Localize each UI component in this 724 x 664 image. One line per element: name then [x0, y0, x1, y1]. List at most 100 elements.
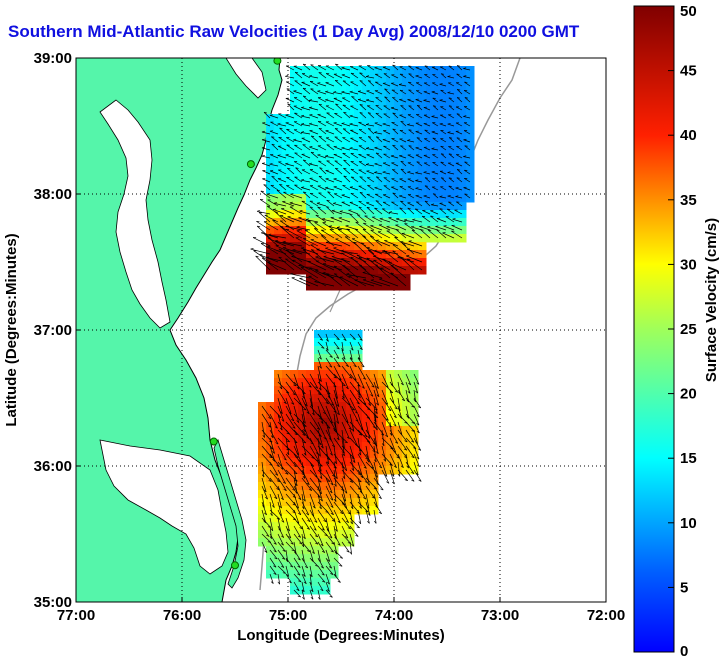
- velocity-cell: [346, 242, 355, 251]
- velocity-cell: [370, 98, 379, 107]
- velocity-cell: [442, 130, 451, 139]
- velocity-cell: [306, 138, 315, 147]
- velocity-cell: [362, 66, 371, 75]
- velocity-cell: [370, 202, 379, 211]
- velocity-cell: [418, 170, 427, 179]
- velocity-cell: [354, 266, 363, 275]
- velocity-cell: [394, 138, 403, 147]
- velocity-cell: [354, 154, 363, 163]
- y-axis-label: Latitude (Degrees:Minutes): [3, 233, 20, 426]
- velocity-cell: [330, 146, 339, 155]
- velocity-cell: [298, 162, 307, 171]
- velocity-cell: [450, 98, 459, 107]
- velocity-cell: [298, 178, 307, 187]
- velocity-cell: [306, 210, 315, 219]
- velocity-cell: [282, 234, 291, 243]
- velocity-cell: [346, 74, 355, 83]
- velocity-cell: [418, 98, 427, 107]
- velocity-cell: [466, 122, 475, 131]
- x-tick-label: 75:00: [269, 607, 307, 624]
- colorbar-tick-label: 15: [680, 450, 697, 467]
- velocity-cell: [362, 98, 371, 107]
- velocity-cell: [394, 82, 403, 91]
- velocity-cell: [306, 282, 315, 291]
- velocity-cell: [426, 146, 435, 155]
- colorbar-tick-label: 20: [680, 386, 697, 403]
- velocity-cell: [362, 90, 371, 99]
- y-tick-label: 36:00: [34, 458, 72, 475]
- colorbar-tick-label: 40: [680, 127, 697, 144]
- velocity-cell: [386, 194, 395, 203]
- velocity-cell: [434, 82, 443, 91]
- colorbar-tick-label: 5: [680, 579, 688, 596]
- velocity-cell: [314, 194, 323, 203]
- velocity-cell: [314, 178, 323, 187]
- velocity-cell: [354, 226, 363, 235]
- velocity-cell: [466, 154, 475, 163]
- velocity-cell: [378, 106, 387, 115]
- velocity-cell: [362, 282, 371, 291]
- colorbar-tick-label: 30: [680, 256, 697, 273]
- velocity-cell: [306, 154, 315, 163]
- velocity-cell: [386, 218, 395, 227]
- velocity-vector-head: [359, 73, 362, 74]
- velocity-cell: [410, 138, 419, 147]
- velocity-cell: [314, 130, 323, 139]
- velocity-cell: [466, 194, 475, 203]
- velocity-cell: [442, 98, 451, 107]
- velocity-cell: [458, 218, 467, 227]
- velocity-cell: [290, 66, 299, 75]
- velocity-cell: [458, 210, 467, 219]
- velocity-cell: [410, 74, 419, 83]
- velocity-cell: [466, 130, 475, 139]
- velocity-cell: [450, 74, 459, 83]
- velocity-cell: [410, 234, 419, 243]
- velocity-cell: [290, 82, 299, 91]
- velocity-cell: [338, 282, 347, 291]
- velocity-cell: [306, 90, 315, 99]
- x-tick-label: 74:00: [375, 607, 413, 624]
- velocity-cell: [298, 114, 307, 123]
- velocity-cell: [314, 74, 323, 83]
- velocity-cell: [274, 266, 283, 275]
- velocity-cell: [458, 74, 467, 83]
- velocity-cell: [434, 146, 443, 155]
- velocity-cell: [322, 114, 331, 123]
- velocity-cell: [338, 114, 347, 123]
- velocity-cell: [418, 130, 427, 139]
- velocity-cell: [370, 90, 379, 99]
- velocity-cell: [338, 234, 347, 243]
- velocity-cell: [314, 106, 323, 115]
- velocity-cell: [418, 250, 427, 259]
- velocity-cell: [458, 162, 467, 171]
- radar-site-marker: [210, 438, 217, 445]
- velocity-cell: [386, 146, 395, 155]
- velocity-cell: [378, 194, 387, 203]
- velocity-cell: [466, 146, 475, 155]
- velocity-cell: [362, 186, 371, 195]
- velocity-cell: [370, 154, 379, 163]
- velocity-cell: [394, 122, 403, 131]
- velocity-cell: [378, 74, 387, 83]
- x-tick-label: 72:00: [587, 607, 625, 624]
- velocity-vector-head: [309, 147, 312, 148]
- velocity-cell: [450, 194, 459, 203]
- velocity-cell: [410, 106, 419, 115]
- velocity-cell: [354, 122, 363, 131]
- velocity-cell: [378, 98, 387, 107]
- velocity-cell: [338, 130, 347, 139]
- velocity-cell: [354, 106, 363, 115]
- velocity-cell: [426, 218, 435, 227]
- velocity-cell: [370, 122, 379, 131]
- velocity-cell: [394, 106, 403, 115]
- y-tick-label: 35:00: [34, 594, 72, 611]
- velocity-vector-head: [327, 200, 330, 201]
- velocity-cell: [466, 66, 475, 75]
- radar-site-marker: [232, 562, 239, 569]
- velocity-cell: [418, 242, 427, 251]
- velocity-cell: [426, 194, 435, 203]
- velocity-cell: [370, 178, 379, 187]
- velocity-cell: [418, 218, 427, 227]
- velocity-cell: [466, 162, 475, 171]
